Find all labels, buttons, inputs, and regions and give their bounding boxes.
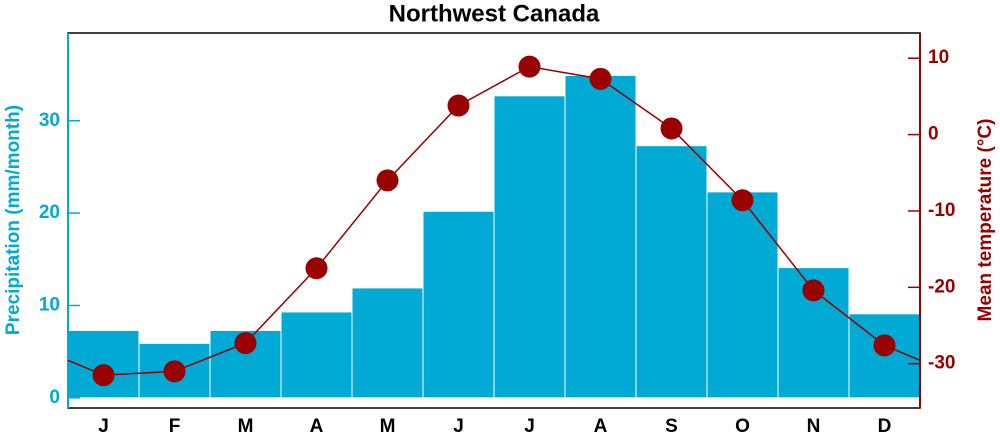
bar (67, 329, 140, 399)
bar (351, 287, 424, 399)
temperature-point (731, 189, 754, 212)
temperature-point (660, 117, 683, 140)
x-tick-label: F (169, 416, 181, 437)
temperature-point (305, 257, 328, 280)
x-tick-label: J (453, 416, 464, 437)
temperature-point (447, 94, 470, 117)
chart-title: Northwest Canada (389, 0, 600, 27)
y-tick-label: 30 (39, 110, 60, 131)
temperature-point (873, 334, 896, 357)
x-tick-label: O (735, 416, 750, 437)
bar (493, 95, 566, 399)
bar (706, 191, 779, 399)
x-tick-label: J (98, 416, 109, 437)
y2-tick-label: 10 (928, 47, 949, 68)
y-tick-label: 10 (39, 294, 60, 315)
bar (635, 145, 708, 399)
bar (280, 311, 353, 399)
temperature-line (103, 65, 885, 376)
temperature-point (234, 332, 257, 355)
temperature-point (376, 169, 399, 192)
y2-tick-label: -20 (928, 276, 955, 297)
bar (564, 74, 637, 399)
y2-tick-label: 0 (928, 124, 939, 145)
temperature-point (92, 364, 115, 387)
x-tick-label: J (524, 416, 535, 437)
x-tick-label: D (878, 416, 892, 437)
y-tick-label: 20 (39, 202, 60, 223)
x-tick-label: S (665, 416, 678, 437)
x-tick-label: N (807, 416, 821, 437)
y-axis-label: Precipitation (mm/month) (3, 105, 24, 335)
temperature-point (802, 279, 825, 302)
x-tick-label: A (594, 416, 608, 437)
bar (422, 210, 495, 399)
x-tick-label: M (380, 416, 396, 437)
x-tick-label: A (310, 416, 324, 437)
temperature-point (518, 55, 541, 78)
y2-tick-label: -30 (928, 353, 955, 374)
temperature-point (589, 67, 612, 90)
temperature-point (163, 360, 186, 383)
x-tick-label: M (238, 416, 254, 437)
y-tick-label: 0 (49, 387, 60, 408)
y2-tick-label: -10 (928, 200, 955, 221)
y2-axis-label: Mean temperature (°C) (975, 119, 996, 322)
